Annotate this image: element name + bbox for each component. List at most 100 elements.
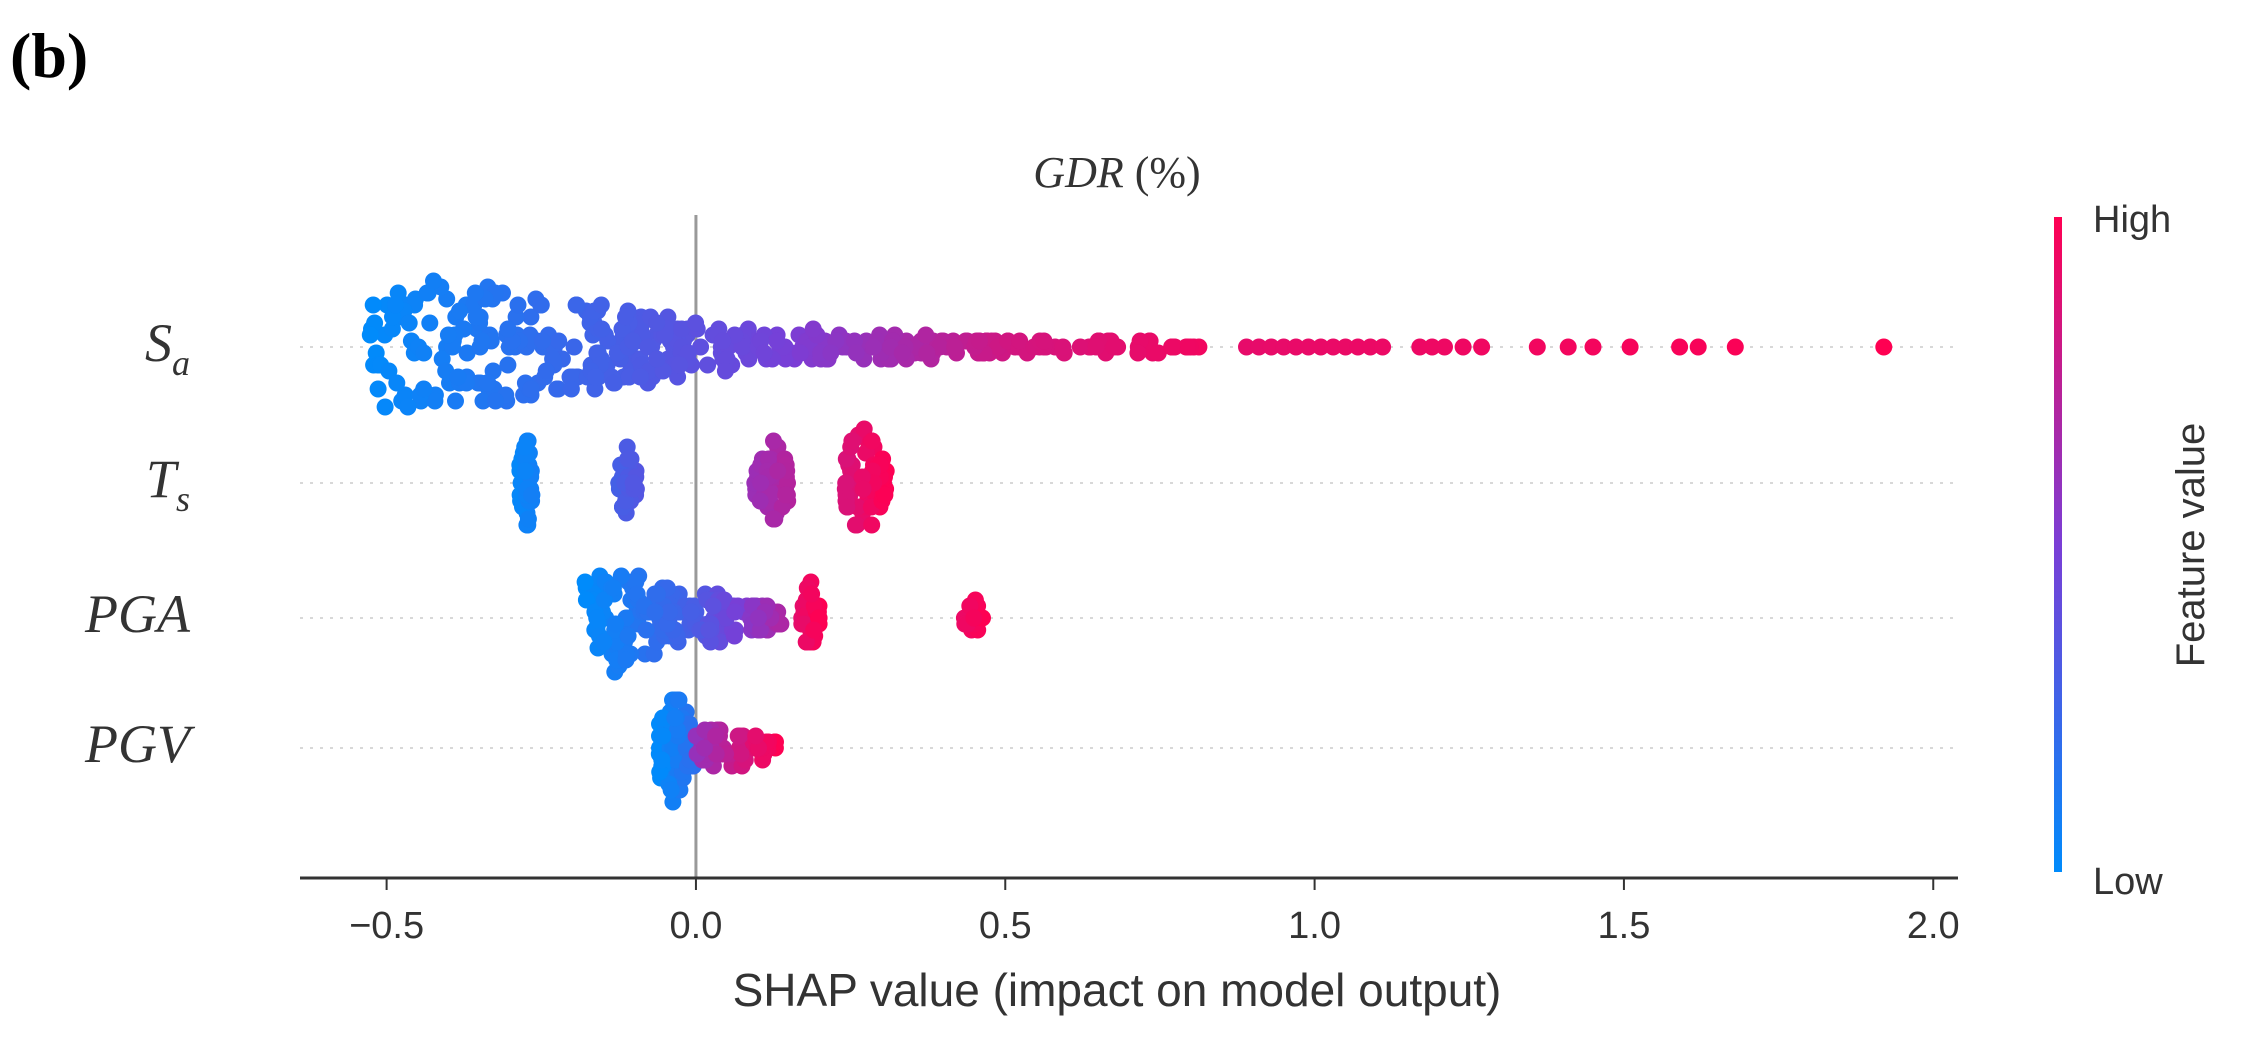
shap-point bbox=[1559, 338, 1577, 356]
shap-point bbox=[971, 332, 989, 350]
shap-point bbox=[449, 368, 467, 386]
shap-point bbox=[637, 621, 655, 639]
feature-grid-lines bbox=[300, 346, 1958, 749]
shap-point bbox=[1337, 338, 1354, 356]
shap-point bbox=[864, 338, 882, 356]
shap-point bbox=[516, 462, 534, 480]
shap-point bbox=[1374, 338, 1392, 356]
shap-point bbox=[620, 450, 638, 468]
shap-point bbox=[931, 338, 949, 356]
shap-point bbox=[415, 344, 433, 362]
x-tick-label: 0.5 bbox=[979, 905, 1032, 947]
shap-point bbox=[656, 326, 674, 344]
shap-point bbox=[855, 420, 873, 438]
shap-point bbox=[577, 591, 595, 609]
x-tick-label: 2.0 bbox=[1907, 905, 1960, 947]
shap-point bbox=[519, 510, 537, 528]
shap-point bbox=[679, 344, 697, 362]
shap-point bbox=[648, 585, 666, 603]
shap-point bbox=[617, 308, 634, 326]
shap-point bbox=[662, 781, 680, 799]
shap-point bbox=[654, 709, 672, 727]
shap-point bbox=[805, 621, 823, 639]
shap-point bbox=[917, 326, 935, 344]
shap-point bbox=[1087, 338, 1105, 356]
shap-point bbox=[682, 603, 700, 621]
shap-point bbox=[732, 745, 750, 763]
shap-point bbox=[516, 438, 534, 456]
x-axis-ticks: −0.5 0.0 0.5 1.0 1.5 2.0 bbox=[349, 878, 1960, 947]
shap-point bbox=[1299, 338, 1317, 356]
x-axis-label: SHAP value (impact on model output) bbox=[733, 964, 1502, 1016]
shap-point bbox=[388, 374, 406, 392]
shap-point bbox=[533, 332, 551, 350]
shap-point bbox=[653, 751, 671, 769]
shap-point bbox=[707, 727, 725, 745]
shap-point bbox=[522, 380, 540, 398]
shap-point bbox=[822, 344, 840, 362]
shap-point bbox=[383, 320, 401, 338]
shap-point bbox=[1671, 338, 1689, 356]
shap-points bbox=[361, 272, 1893, 811]
shap-point bbox=[848, 516, 866, 534]
shap-point bbox=[1621, 338, 1639, 356]
shap-point bbox=[639, 338, 657, 356]
shap-point bbox=[747, 727, 765, 745]
shap-point bbox=[863, 516, 881, 534]
shap-point bbox=[1011, 332, 1029, 350]
shap-point bbox=[451, 302, 468, 320]
shap-point bbox=[593, 320, 611, 338]
shap-point bbox=[654, 727, 672, 745]
shap-point bbox=[1149, 344, 1167, 362]
shap-point bbox=[646, 603, 664, 621]
shap-point bbox=[670, 691, 688, 709]
shap-point bbox=[765, 432, 782, 450]
shap-point bbox=[1250, 338, 1268, 356]
shap-point bbox=[803, 585, 821, 603]
shap-point bbox=[765, 510, 783, 528]
shap-point bbox=[550, 332, 568, 350]
shap-point bbox=[1411, 338, 1429, 356]
feature-label: PGV bbox=[84, 714, 196, 774]
x-tick-label: 0.0 bbox=[670, 905, 723, 947]
shap-point bbox=[700, 621, 718, 639]
shap-point bbox=[1054, 338, 1072, 356]
shap-point bbox=[1528, 338, 1546, 356]
shap-point bbox=[791, 344, 809, 362]
shap-point bbox=[473, 332, 491, 350]
shap-point bbox=[671, 356, 689, 374]
shap-point bbox=[725, 627, 743, 645]
shap-point bbox=[466, 284, 484, 302]
shap-point bbox=[487, 392, 504, 410]
shap-point bbox=[918, 344, 936, 362]
shap-point bbox=[605, 374, 622, 392]
shap-point bbox=[660, 603, 678, 621]
panel-label: (b) bbox=[10, 20, 88, 91]
shap-point bbox=[696, 739, 713, 757]
shap-point bbox=[714, 332, 732, 350]
shap-point bbox=[666, 709, 684, 727]
shap-point bbox=[749, 609, 767, 627]
shap-point bbox=[1262, 338, 1280, 356]
shap-point bbox=[1875, 338, 1893, 356]
chart-title: GDR (%) bbox=[1033, 148, 1200, 197]
shap-point bbox=[1238, 338, 1255, 356]
shap-point bbox=[588, 609, 606, 627]
shap-point bbox=[1584, 338, 1602, 356]
shap-point bbox=[380, 362, 398, 380]
shap-point bbox=[1454, 338, 1472, 356]
shap-point bbox=[522, 308, 540, 326]
x-tick-label: −0.5 bbox=[349, 905, 424, 947]
shap-point bbox=[587, 368, 605, 386]
shap-point bbox=[458, 344, 476, 362]
shap-point bbox=[704, 597, 722, 615]
shap-point bbox=[537, 362, 555, 380]
shap-point bbox=[624, 474, 642, 492]
shap-point bbox=[576, 573, 594, 591]
shap-point bbox=[421, 314, 439, 332]
shap-point bbox=[400, 314, 418, 332]
shap-point bbox=[619, 627, 637, 645]
shap-point bbox=[1105, 338, 1123, 356]
shap-point bbox=[854, 480, 872, 498]
shap-point bbox=[1312, 338, 1330, 356]
